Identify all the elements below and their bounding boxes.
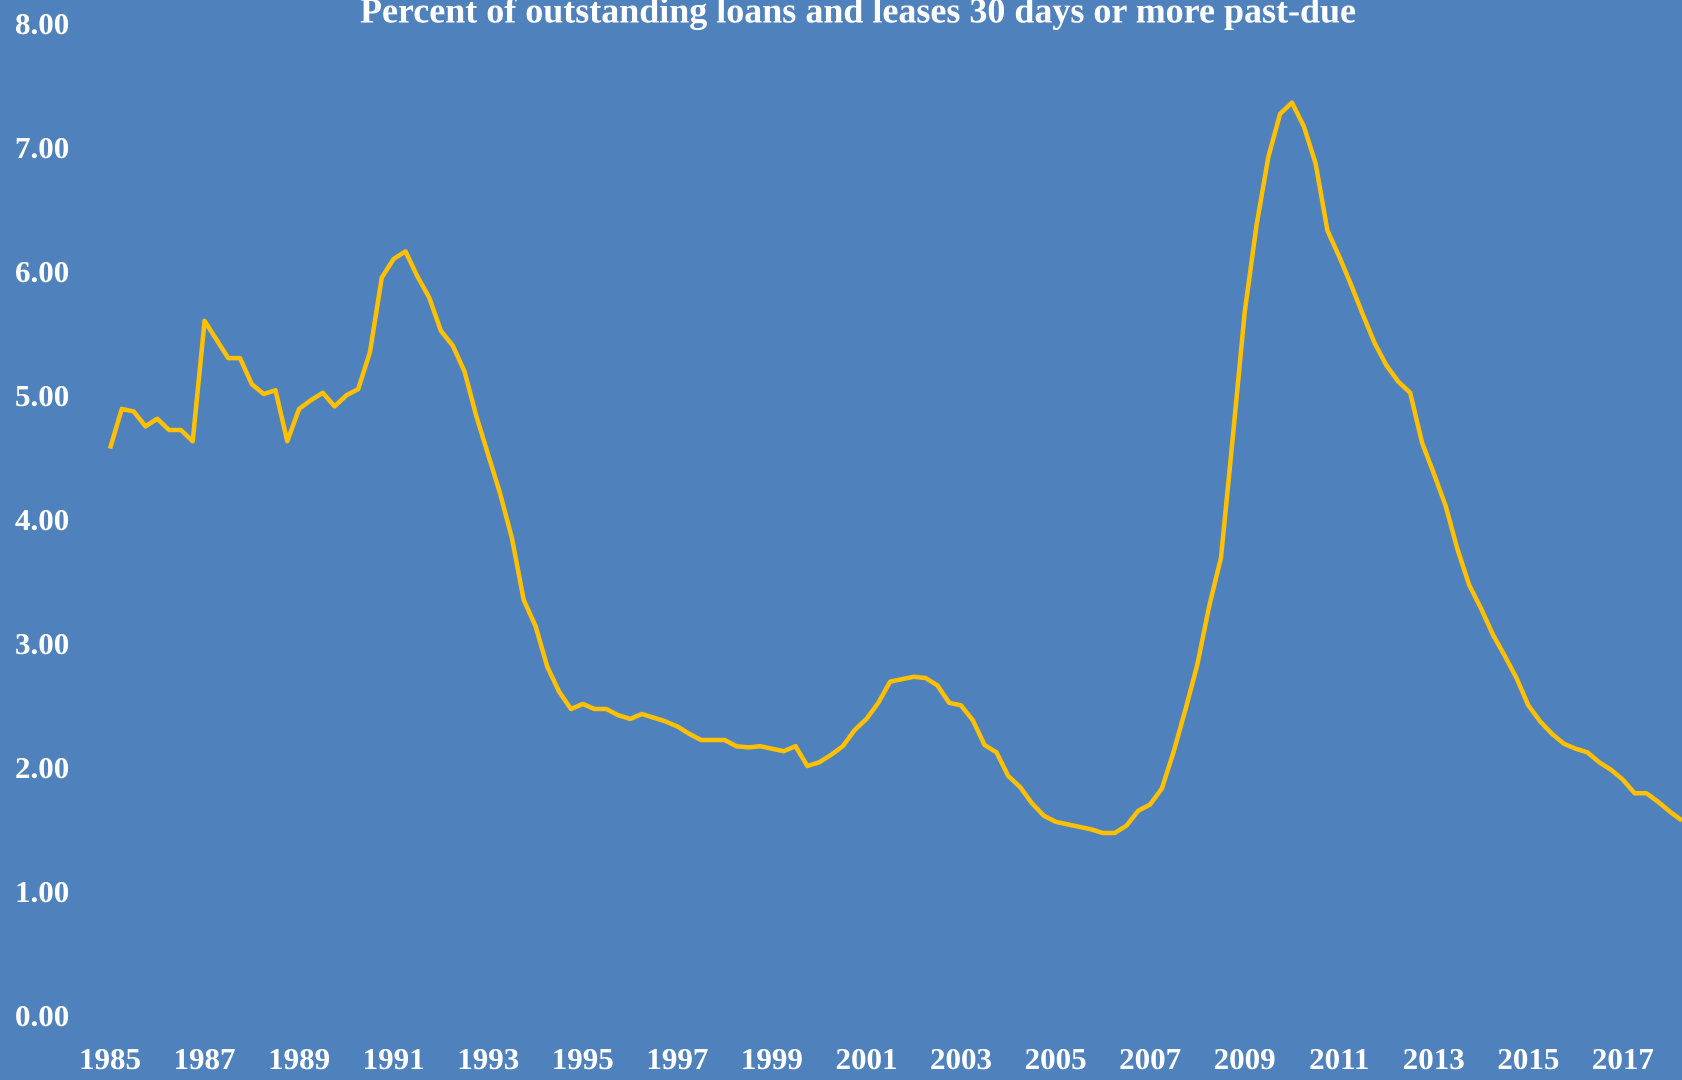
- x-tick-label: 2015: [1497, 1041, 1559, 1076]
- x-tick-label: 1991: [363, 1041, 425, 1076]
- y-tick-label: 5.00: [15, 378, 69, 413]
- x-tick-label: 1993: [457, 1041, 519, 1076]
- y-tick-label: 3.00: [15, 626, 69, 661]
- data-line: [107, 100, 1682, 836]
- x-tick-label: 2005: [1025, 1041, 1087, 1076]
- y-tick-label: 4.00: [15, 502, 69, 537]
- x-tick-label: 1987: [174, 1041, 236, 1076]
- x-tick-label: 2003: [930, 1041, 992, 1076]
- y-tick-label: 2.00: [15, 750, 69, 785]
- y-tick-label: 8.00: [15, 6, 69, 41]
- y-tick-label: 6.00: [15, 254, 69, 289]
- x-tick-label: 2007: [1119, 1041, 1181, 1076]
- chart-title: Percent of outstanding loans and leases …: [360, 0, 1356, 30]
- y-tick-label: 7.00: [15, 130, 69, 165]
- x-tick-label: 1989: [268, 1041, 330, 1076]
- x-tick-label: 2009: [1214, 1041, 1276, 1076]
- x-tick-label: 2001: [835, 1041, 897, 1076]
- x-tick-label: 2013: [1403, 1041, 1465, 1076]
- x-tick-label: 1999: [741, 1041, 803, 1076]
- x-tick-label: 1995: [552, 1041, 614, 1076]
- x-tick-label: 1997: [646, 1041, 708, 1076]
- x-tick-label: 1985: [79, 1041, 141, 1076]
- x-tick-label: 2011: [1309, 1041, 1369, 1076]
- y-tick-label: 0.00: [15, 998, 69, 1033]
- x-tick-label: 2017: [1592, 1041, 1654, 1076]
- y-tick-label: 1.00: [15, 874, 69, 909]
